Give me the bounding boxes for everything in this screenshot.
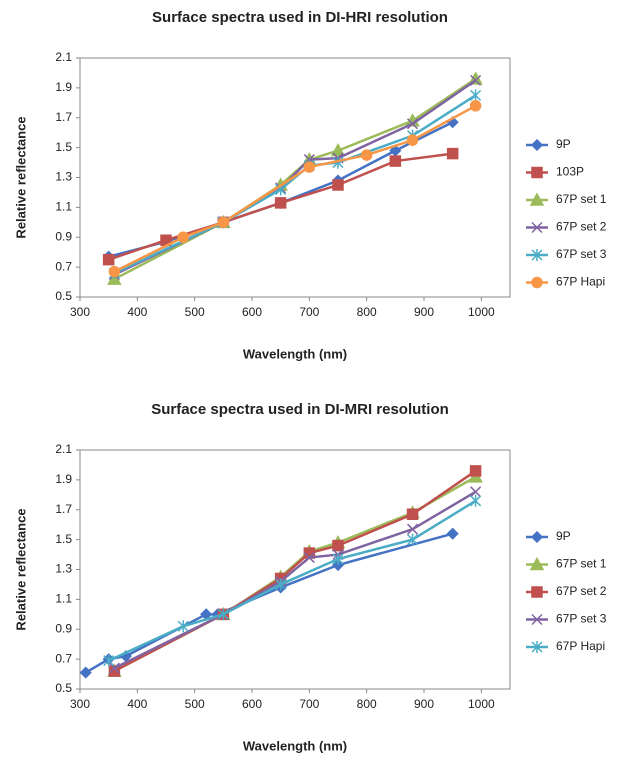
marker	[470, 486, 482, 498]
chart-title: Surface spectra used in DI-MRI resolutio…	[151, 401, 449, 418]
marker	[469, 465, 482, 477]
y-tick-label: 0.7	[55, 259, 72, 273]
marker	[332, 553, 344, 566]
legend-label: 103P	[556, 165, 584, 179]
y-tick-label: 1.1	[55, 592, 72, 606]
legend-marker	[529, 556, 545, 571]
series-line	[113, 490, 477, 670]
marker	[330, 143, 346, 157]
x-axis-title: Wavelength (nm)	[243, 346, 347, 361]
legend-label: 67P Hapi	[556, 639, 605, 653]
y-tick-label: 2.1	[55, 442, 72, 456]
x-tick-label: 900	[414, 697, 434, 711]
y-tick-label: 1.9	[55, 80, 72, 94]
legend-label: 9P	[556, 529, 571, 543]
marker	[217, 608, 229, 621]
y-tick-label: 0.5	[55, 681, 72, 695]
marker	[446, 147, 459, 160]
x-tick-label: 300	[70, 305, 90, 319]
legend-marker	[531, 221, 543, 234]
marker	[389, 155, 402, 167]
chart-title: Surface spectra used in DI-HRI resolutio…	[152, 9, 448, 26]
x-tick-label: 400	[127, 697, 147, 711]
marker	[274, 197, 287, 209]
marker	[79, 666, 92, 679]
marker	[303, 161, 316, 173]
x-tick-label: 700	[299, 697, 319, 711]
legend-label: 9P	[556, 137, 571, 151]
marker	[407, 523, 419, 535]
y-tick-label: 1.3	[55, 562, 72, 576]
y-tick-label: 0.7	[55, 651, 72, 665]
marker	[469, 100, 482, 112]
marker	[407, 533, 419, 546]
marker	[406, 134, 419, 146]
legend-marker	[531, 166, 543, 179]
legend-label: 67P set 2	[556, 584, 607, 598]
marker	[406, 508, 419, 520]
legend-marker	[531, 249, 543, 261]
marker	[446, 527, 459, 540]
legend-marker	[531, 613, 543, 626]
marker	[217, 216, 230, 229]
marker	[470, 89, 482, 102]
marker	[332, 179, 344, 191]
x-tick-label: 600	[242, 305, 262, 319]
x-tick-label: 1000	[468, 697, 495, 711]
marker	[103, 654, 115, 667]
marker	[470, 74, 482, 86]
legend-label: 67P Hapi	[556, 275, 605, 289]
x-tick-label: 700	[299, 305, 319, 319]
y-tick-label: 1.5	[55, 140, 72, 154]
y-tick-label: 2.1	[55, 50, 72, 64]
y-tick-label: 1.7	[55, 110, 72, 124]
legend-marker	[530, 138, 544, 152]
y-tick-label: 1.3	[55, 170, 72, 184]
legend-label: 67P set 2	[556, 220, 607, 234]
legend-marker	[529, 192, 545, 206]
legend-label: 67P set 3	[556, 612, 607, 626]
x-tick-label: 400	[127, 305, 147, 319]
marker	[275, 578, 287, 591]
marker	[303, 552, 315, 564]
marker	[102, 253, 115, 266]
marker	[470, 494, 482, 507]
marker	[108, 665, 121, 677]
y-tick-label: 0.9	[55, 621, 72, 635]
legend-label: 67P set 3	[556, 247, 607, 261]
x-axis-title: Wavelength (nm)	[243, 738, 347, 753]
x-tick-label: 800	[357, 305, 377, 319]
y-axis-title: Relative reflectance	[13, 508, 28, 630]
marker	[108, 662, 120, 674]
y-tick-label: 1.1	[55, 200, 72, 214]
x-tick-label: 600	[242, 697, 262, 711]
legend-marker	[531, 586, 543, 598]
legend-marker	[531, 276, 543, 289]
x-tick-label: 800	[357, 697, 377, 711]
legend-label: 67P set 1	[556, 192, 607, 206]
marker	[360, 149, 373, 161]
series-line	[85, 532, 453, 674]
y-tick-label: 0.5	[55, 289, 72, 303]
marker	[407, 118, 419, 130]
legend-marker	[531, 641, 543, 653]
marker	[177, 620, 189, 633]
x-tick-label: 1000	[468, 305, 495, 319]
legend-label: 67P set 1	[556, 557, 607, 571]
marker	[332, 539, 344, 552]
y-tick-label: 1.7	[55, 502, 72, 516]
marker	[108, 265, 121, 278]
marker	[177, 231, 189, 243]
y-tick-label: 1.9	[55, 472, 72, 486]
x-tick-label: 500	[185, 697, 205, 711]
y-tick-label: 1.5	[55, 532, 72, 546]
legend-marker	[530, 530, 544, 544]
x-tick-label: 300	[70, 697, 90, 711]
x-tick-label: 500	[185, 305, 205, 319]
y-tick-label: 0.9	[55, 229, 72, 243]
series-line	[113, 94, 477, 275]
x-tick-label: 900	[414, 305, 434, 319]
y-axis-title: Relative reflectance	[13, 116, 28, 238]
